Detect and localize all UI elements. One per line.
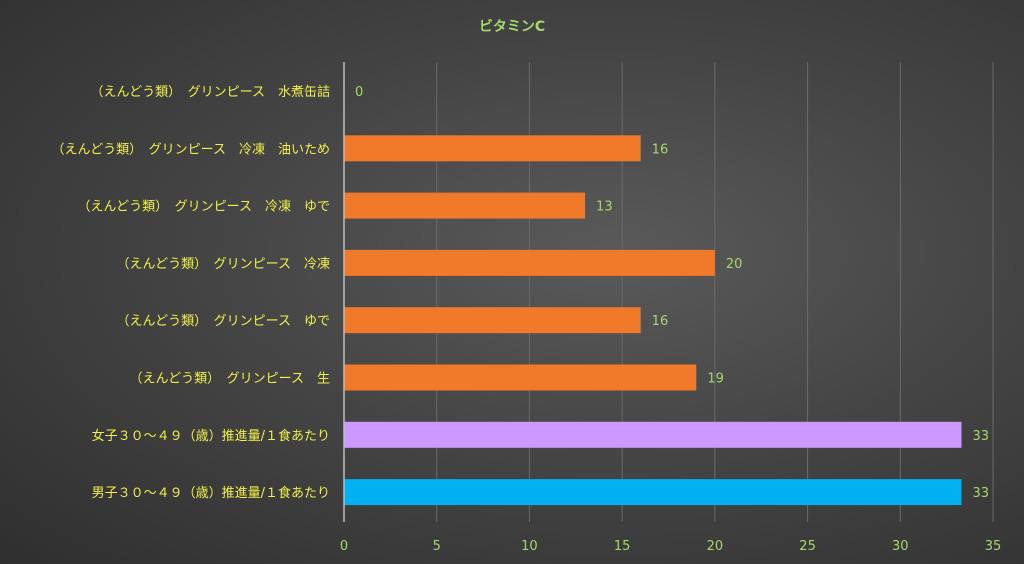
- bar: [344, 364, 697, 391]
- data-label: 0: [355, 85, 363, 100]
- data-label: 16: [652, 142, 669, 157]
- category-label: 女子３０～４９（歳）推進量/１食あたり: [92, 428, 330, 444]
- bar: [344, 249, 715, 276]
- bar: [344, 479, 962, 506]
- category-label: （えんどう類） グリンピース 冷凍 ゆで: [78, 199, 330, 215]
- x-tick-label: 35: [985, 539, 1002, 554]
- bar: [344, 421, 962, 448]
- category-label: 男子３０～４９（歳）推進量/１食あたり: [92, 485, 330, 501]
- bar: [344, 307, 641, 334]
- x-tick-label: 25: [799, 539, 816, 554]
- category-label: （えんどう類） グリンピース 生: [130, 372, 330, 387]
- data-label: 19: [707, 372, 724, 387]
- bars: [344, 135, 962, 506]
- chart-title: ビタミンC: [479, 19, 545, 35]
- category-label: （えんどう類） グリンピース 冷凍: [117, 256, 330, 272]
- data-label: 13: [596, 200, 613, 215]
- x-tick-label: 10: [521, 539, 538, 554]
- category-label: （えんどう類） グリンピース ゆで: [117, 314, 330, 329]
- x-tick-label: 15: [614, 539, 631, 554]
- x-tick-label: 20: [707, 539, 724, 554]
- data-label: 33: [972, 486, 989, 501]
- category-label: （えんどう類） グリンピース 水煮缶詰: [91, 84, 330, 100]
- bar: [344, 192, 586, 219]
- data-label: 16: [652, 314, 669, 329]
- x-tick-label: 0: [340, 539, 348, 554]
- x-tick-label: 5: [433, 539, 441, 554]
- data-label: 20: [726, 257, 743, 272]
- x-tick-label: 30: [892, 539, 909, 554]
- data-label: 33: [972, 429, 989, 444]
- category-label: （えんどう類） グリンピース 冷凍 油いため: [52, 141, 330, 157]
- grid-lines: [436, 62, 994, 522]
- bar: [344, 135, 641, 162]
- axes: 0 5 10 15 20 25 30 35 （えんどう類） グリンピース 水煮缶詰 0 （えんどう類…: [52, 62, 1002, 554]
